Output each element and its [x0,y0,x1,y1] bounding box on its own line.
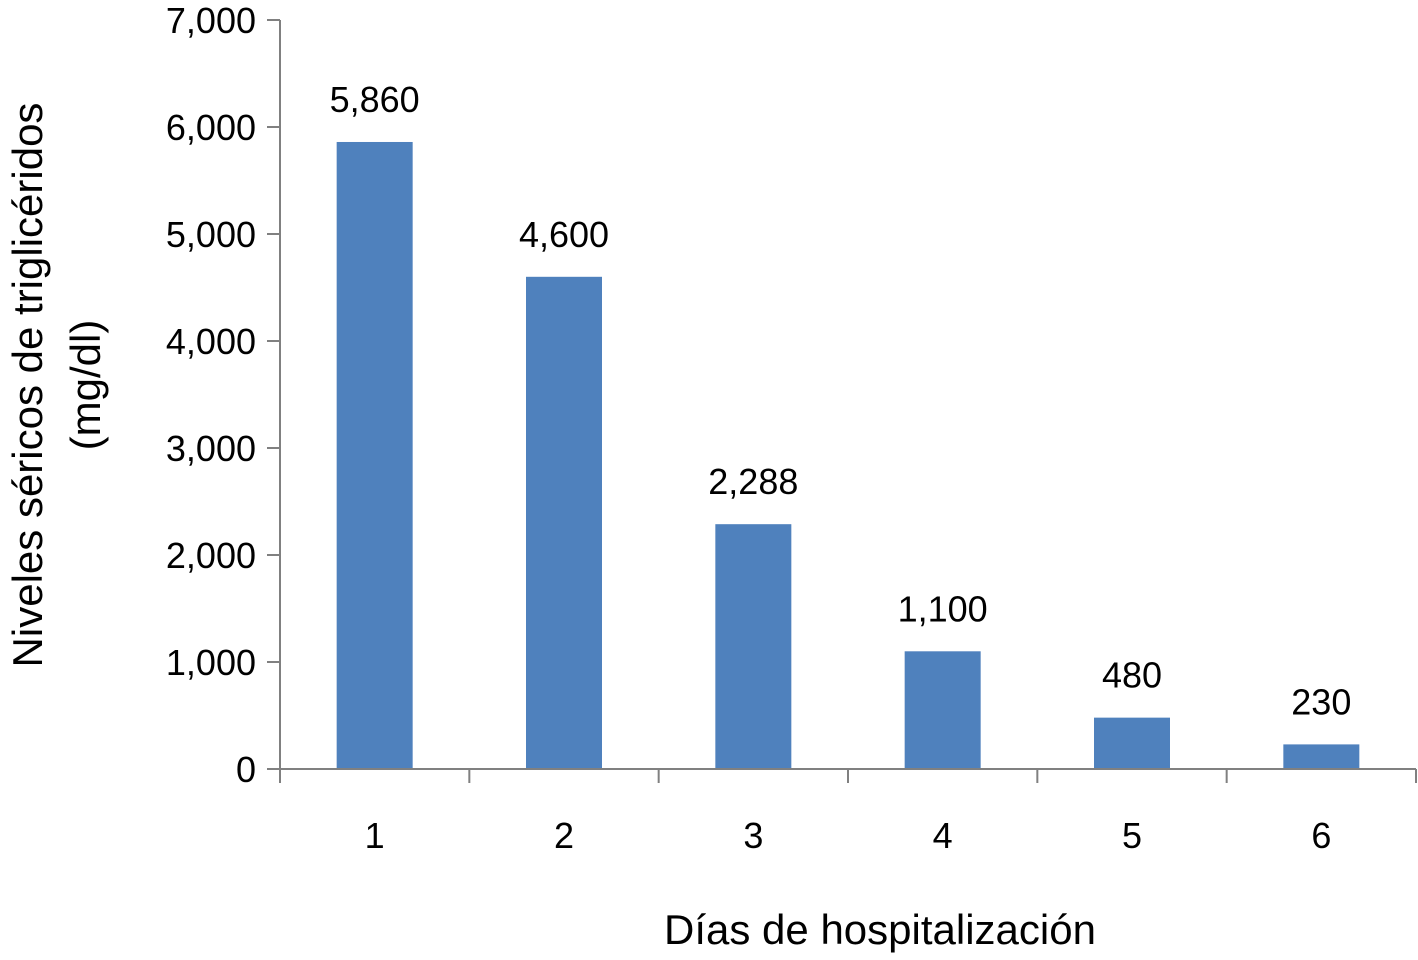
x-tick-label-3: 3 [743,815,763,856]
y-axis: 0 1,000 2,000 3,000 4,000 5,000 6,000 7,000 [166,0,281,790]
x-tick-label-1: 1 [365,815,385,856]
y-tick-label-5000: 5,000 [166,214,256,255]
data-label-day-3: 2,288 [708,461,798,502]
data-label-day-2: 4,600 [519,214,609,255]
bar-day-4 [904,651,981,769]
x-axis: 1 2 3 4 5 6 [267,768,1417,856]
y-tick-label-3000: 3,000 [166,428,256,469]
x-tick-label-5: 5 [1122,815,1142,856]
data-label-day-4: 1,100 [898,588,988,629]
y-axis-title-line-2: (mg/dl) [62,320,109,451]
data-label-day-1: 5,860 [330,79,420,120]
y-tick-label-0: 0 [236,749,256,790]
bars [336,141,1360,770]
bar-day-6 [1283,744,1360,769]
bar-day-3 [715,524,792,769]
x-tick-label-2: 2 [554,815,574,856]
data-label-day-5: 480 [1102,655,1162,696]
y-tick-label-2000: 2,000 [166,535,256,576]
bar-day-1 [336,141,413,770]
data-labels: 5,860 4,600 2,288 1,100 480 230 [330,79,1352,722]
bar-day-5 [1094,717,1170,769]
y-tick-label-7000: 7,000 [166,0,256,41]
y-axis-title: Niveles séricos de triglicéridos (mg/dl) [4,103,109,668]
bar-day-2 [526,276,602,769]
x-tick-label-4: 4 [933,815,953,856]
y-axis-title-line-1: Niveles séricos de triglicéridos [4,103,51,668]
y-tick-label-6000: 6,000 [166,107,256,148]
y-tick-label-4000: 4,000 [166,321,256,362]
x-tick-label-6: 6 [1311,815,1331,856]
x-axis-title: Días de hospitalización [664,906,1096,953]
y-tick-label-1000: 1,000 [166,642,256,683]
data-label-day-6: 230 [1291,681,1351,722]
